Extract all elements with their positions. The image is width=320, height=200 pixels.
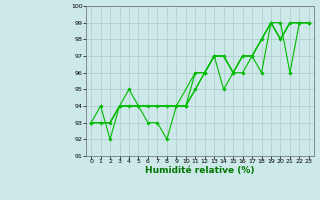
X-axis label: Humidité relative (%): Humidité relative (%) [145, 166, 255, 175]
